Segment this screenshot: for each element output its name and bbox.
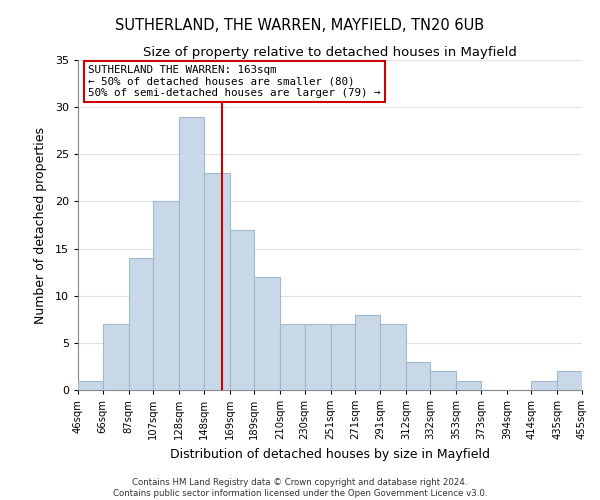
Bar	[406, 362, 430, 390]
Bar	[203, 173, 230, 390]
Bar	[457, 380, 481, 390]
Y-axis label: Number of detached properties: Number of detached properties	[34, 126, 47, 324]
Bar	[430, 371, 457, 390]
Bar	[179, 116, 203, 390]
X-axis label: Distribution of detached houses by size in Mayfield: Distribution of detached houses by size …	[170, 448, 490, 460]
Text: SUTHERLAND, THE WARREN, MAYFIELD, TN20 6UB: SUTHERLAND, THE WARREN, MAYFIELD, TN20 6…	[115, 18, 485, 32]
Title: Size of property relative to detached houses in Mayfield: Size of property relative to detached ho…	[143, 46, 517, 59]
Bar	[103, 324, 128, 390]
Bar	[153, 202, 179, 390]
Bar	[78, 380, 103, 390]
Bar	[380, 324, 406, 390]
Text: SUTHERLAND THE WARREN: 163sqm
← 50% of detached houses are smaller (80)
50% of s: SUTHERLAND THE WARREN: 163sqm ← 50% of d…	[88, 65, 380, 98]
Bar	[557, 371, 582, 390]
Bar	[331, 324, 355, 390]
Bar	[280, 324, 305, 390]
Text: Contains HM Land Registry data © Crown copyright and database right 2024.
Contai: Contains HM Land Registry data © Crown c…	[113, 478, 487, 498]
Bar	[254, 277, 280, 390]
Bar	[128, 258, 153, 390]
Bar	[532, 380, 557, 390]
Bar	[230, 230, 254, 390]
Bar	[355, 314, 380, 390]
Bar	[305, 324, 331, 390]
